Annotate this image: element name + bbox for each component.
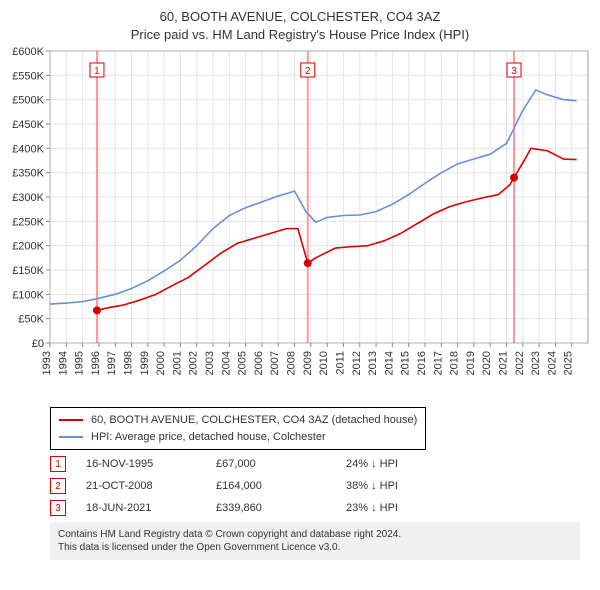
legend-swatch (59, 436, 83, 438)
svg-text:2014: 2014 (383, 351, 395, 375)
svg-text:1995: 1995 (74, 351, 86, 375)
note-date: 18-JUN-2021 (86, 502, 196, 514)
svg-text:2013: 2013 (367, 351, 379, 375)
legend-label: HPI: Average price, detached house, Colc… (91, 429, 326, 446)
svg-text:2015: 2015 (400, 351, 412, 375)
svg-text:2016: 2016 (416, 351, 428, 375)
svg-text:2: 2 (305, 66, 311, 77)
svg-text:£200K: £200K (12, 241, 44, 253)
legend: 60, BOOTH AVENUE, COLCHESTER, CO4 3AZ (d… (50, 407, 426, 450)
svg-text:£100K: £100K (12, 289, 44, 301)
svg-text:1998: 1998 (123, 351, 135, 375)
svg-text:2005: 2005 (237, 351, 249, 375)
svg-text:£400K: £400K (12, 143, 44, 155)
svg-text:£600K: £600K (12, 46, 44, 58)
line-chart-svg: £0 £50K £100K £150K £200K £250K £300K £350K £400… (0, 43, 600, 403)
note-delta: 24% ↓ HPI (346, 458, 456, 470)
note-row: 3 18-JUN-2021 £339,860 23% ↓ HPI (50, 500, 580, 516)
note-row: 2 21-OCT-2008 £164,000 38% ↓ HPI (50, 478, 580, 494)
svg-text:£0: £0 (32, 338, 44, 350)
svg-text:2001: 2001 (171, 351, 183, 375)
svg-text:£450K: £450K (12, 119, 44, 131)
note-row: 1 16-NOV-1995 £67,000 24% ↓ HPI (50, 456, 580, 472)
note-date: 21-OCT-2008 (86, 480, 196, 492)
note-delta: 23% ↓ HPI (346, 502, 456, 514)
svg-text:1994: 1994 (57, 351, 69, 375)
svg-text:2012: 2012 (351, 351, 363, 375)
licence-footer: Contains HM Land Registry data © Crown c… (50, 522, 580, 560)
svg-text:2000: 2000 (155, 351, 167, 375)
note-marker: 2 (50, 478, 66, 494)
svg-text:1: 1 (94, 66, 100, 77)
svg-text:2007: 2007 (269, 351, 281, 375)
svg-text:£300K: £300K (12, 192, 44, 204)
svg-text:£500K: £500K (12, 95, 44, 107)
legend-label: 60, BOOTH AVENUE, COLCHESTER, CO4 3AZ (d… (91, 412, 417, 429)
svg-text:2004: 2004 (220, 351, 232, 375)
svg-text:1993: 1993 (41, 351, 53, 375)
svg-text:2019: 2019 (465, 351, 477, 375)
note-delta: 38% ↓ HPI (346, 480, 456, 492)
title-subtitle: Price paid vs. HM Land Registry's House … (0, 26, 600, 44)
svg-text:2017: 2017 (432, 351, 444, 375)
svg-text:2003: 2003 (204, 351, 216, 375)
svg-text:£50K: £50K (18, 314, 44, 326)
svg-text:2018: 2018 (449, 351, 461, 375)
footer-line2: This data is licensed under the Open Gov… (58, 541, 572, 554)
footer-line1: Contains HM Land Registry data © Crown c… (58, 528, 572, 541)
svg-text:1996: 1996 (90, 351, 102, 375)
chart-title: 60, BOOTH AVENUE, COLCHESTER, CO4 3AZ Pr… (0, 0, 600, 43)
svg-text:2002: 2002 (188, 351, 200, 375)
svg-text:£350K: £350K (12, 168, 44, 180)
note-price: £67,000 (216, 458, 326, 470)
svg-text:1999: 1999 (139, 351, 151, 375)
chart-page: 60, BOOTH AVENUE, COLCHESTER, CO4 3AZ Pr… (0, 0, 600, 590)
svg-text:2020: 2020 (481, 351, 493, 375)
svg-text:1997: 1997 (106, 351, 118, 375)
svg-text:2009: 2009 (302, 351, 314, 375)
svg-text:£150K: £150K (12, 265, 44, 277)
legend-row: 60, BOOTH AVENUE, COLCHESTER, CO4 3AZ (d… (59, 412, 417, 429)
svg-text:2021: 2021 (497, 351, 509, 375)
svg-text:2008: 2008 (286, 351, 298, 375)
title-address: 60, BOOTH AVENUE, COLCHESTER, CO4 3AZ (0, 8, 600, 26)
svg-text:2010: 2010 (318, 351, 330, 375)
svg-text:£550K: £550K (12, 70, 44, 82)
note-date: 16-NOV-1995 (86, 458, 196, 470)
note-price: £339,860 (216, 502, 326, 514)
svg-text:2022: 2022 (514, 351, 526, 375)
transaction-notes: 1 16-NOV-1995 £67,000 24% ↓ HPI 2 21-OCT-2008… (50, 456, 580, 516)
chart-area: £0 £50K £100K £150K £200K £250K £300K £350K £400… (0, 43, 600, 403)
svg-text:2006: 2006 (253, 351, 265, 375)
note-price: £164,000 (216, 480, 326, 492)
note-marker: 1 (50, 456, 66, 472)
svg-text:£250K: £250K (12, 216, 44, 228)
note-marker: 3 (50, 500, 66, 516)
svg-text:2024: 2024 (546, 351, 558, 375)
svg-text:2023: 2023 (530, 351, 542, 375)
svg-text:2025: 2025 (563, 351, 575, 375)
svg-text:3: 3 (511, 66, 517, 77)
legend-row: HPI: Average price, detached house, Colc… (59, 429, 417, 446)
svg-text:2011: 2011 (334, 351, 346, 375)
legend-swatch (59, 419, 83, 421)
